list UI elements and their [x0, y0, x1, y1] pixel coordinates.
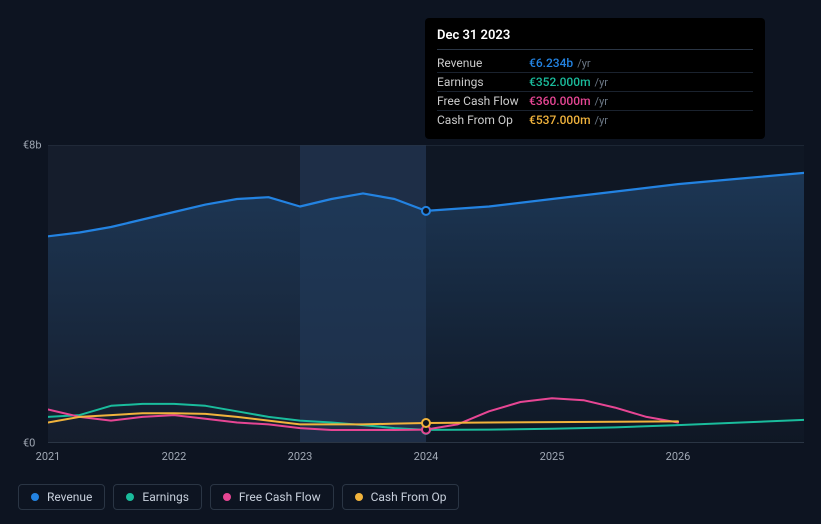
x-tick-label: 2024	[414, 450, 439, 463]
revenue-hover-marker	[422, 207, 430, 215]
legend-label: Revenue	[47, 490, 92, 504]
legend-item-revenue[interactable]: Revenue	[18, 484, 105, 510]
tooltip-row: Free Cash Flow€360.000m/yr	[437, 92, 753, 111]
legend-item-free-cash-flow[interactable]: Free Cash Flow	[210, 484, 334, 510]
x-tick-label: 2021	[36, 450, 61, 463]
tooltip-row-value: €360.000m	[529, 94, 591, 108]
chart-plot[interactable]	[48, 145, 804, 443]
tooltip-row-unit: /yr	[595, 114, 608, 127]
legend-dot-icon	[126, 493, 134, 501]
tooltip-row-value: €537.000m	[529, 113, 591, 127]
cfo-hover-marker	[422, 419, 430, 427]
tooltip-row-unit: /yr	[595, 76, 608, 89]
x-tick-label: 2025	[540, 450, 565, 463]
tooltip-row: Cash From Op€537.000m/yr	[437, 111, 753, 129]
legend: Revenue Earnings Free Cash Flow Cash From O…	[18, 484, 459, 510]
legend-item-earnings[interactable]: Earnings	[113, 484, 202, 510]
legend-dot-icon	[223, 493, 231, 501]
legend-dot-icon	[355, 493, 363, 501]
tooltip-title: Dec 31 2023	[437, 28, 753, 50]
tooltip-row: Earnings€352.000m/yr	[437, 73, 753, 92]
tooltip-row-label: Earnings	[437, 75, 529, 89]
x-tick-label: 2026	[666, 450, 691, 463]
x-tick-label: 2022	[162, 450, 187, 463]
tooltip-row-value: €352.000m	[529, 75, 591, 89]
legend-item-cash-from-op[interactable]: Cash From Op	[342, 484, 460, 510]
tooltip-row-value: €6.234b	[529, 56, 573, 70]
tooltip-row-label: Revenue	[437, 56, 529, 70]
tooltip-row-unit: /yr	[577, 57, 590, 70]
tooltip-row-unit: /yr	[595, 95, 608, 108]
legend-dot-icon	[31, 493, 39, 501]
tooltip-row-label: Free Cash Flow	[437, 94, 529, 108]
legend-label: Cash From Op	[371, 490, 447, 504]
tooltip-row-label: Cash From Op	[437, 113, 529, 127]
y-tick-label: €8b	[23, 139, 42, 152]
tooltip-row: Revenue€6.234b/yr	[437, 54, 753, 73]
y-tick-label: €0	[23, 437, 35, 450]
legend-label: Free Cash Flow	[239, 490, 321, 504]
hover-tooltip: Dec 31 2023 Revenue€6.234b/yrEarnings€35…	[425, 18, 765, 139]
legend-label: Earnings	[142, 490, 189, 504]
x-axis: 202120222023202420252026	[48, 450, 804, 470]
x-tick-label: 2023	[288, 450, 313, 463]
